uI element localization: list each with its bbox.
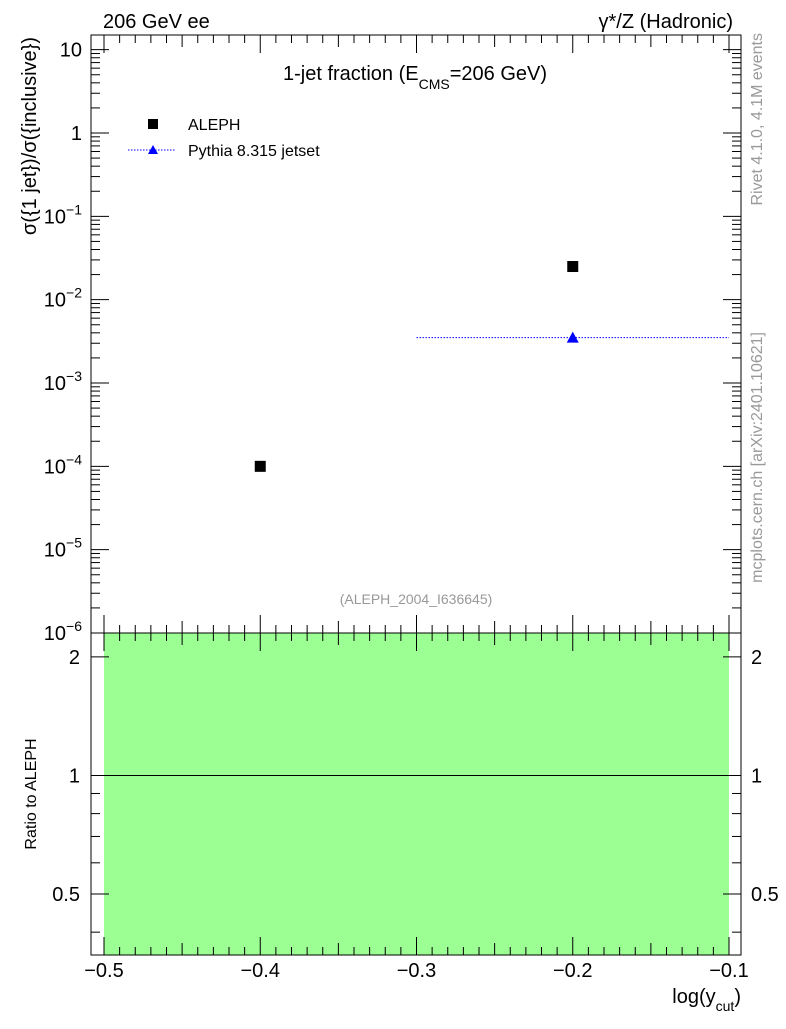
y-tick-label-exponent: −1 — [66, 201, 82, 217]
x-tick-label: −0.2 — [553, 960, 592, 982]
x-tick-label: −0.3 — [397, 960, 436, 982]
y-tick-label-exponent: −5 — [66, 535, 82, 551]
y-tick-label: 10−3 — [44, 368, 82, 395]
analysis-watermark: (ALEPH_2004_I636645) — [340, 591, 493, 607]
y-tick-label-base: 10 — [44, 373, 66, 395]
ratio-y-tick-label-right: 1 — [751, 765, 762, 787]
ratio-y-tick-label: 2 — [69, 647, 80, 669]
y-tick-label-base: 10 — [44, 290, 66, 312]
y-tick-label: 10−1 — [44, 201, 82, 228]
aleph-data-point — [254, 460, 266, 472]
header-left: 206 GeV ee — [103, 11, 210, 33]
plot-title-end: =206 GeV) — [450, 63, 547, 85]
ratio-y-axis-label: Ratio to ALEPH — [23, 738, 40, 849]
y-tick-label-base: 10 — [44, 540, 66, 562]
legend-label-aleph: ALEPH — [188, 117, 240, 134]
x-axis-label-end: ) — [734, 986, 741, 1008]
x-axis-label: log(ycut) — [672, 986, 741, 1014]
y-tick-label-exponent: −4 — [66, 451, 82, 467]
ratio-y-tick-label: 1 — [69, 765, 80, 787]
x-axis-label-subscript: cut — [716, 998, 735, 1014]
y-tick-label: 10−6 — [44, 618, 82, 645]
y-tick-label-exponent: −2 — [66, 285, 82, 301]
y-tick-label-exponent: −3 — [66, 368, 82, 384]
header-right: γ*/Z (Hadronic) — [599, 11, 733, 33]
y-tick-label: 10−2 — [44, 285, 82, 312]
legend-label-pythia: Pythia 8.315 jetset — [188, 143, 320, 160]
y-tick-label: 10−5 — [44, 535, 82, 562]
legend-marker-aleph — [148, 119, 158, 129]
rivet-version-label: Rivet 4.1.0, 4.1M events — [749, 33, 766, 206]
y-tick-label-base: 1 — [71, 123, 82, 145]
plot-title-main: 1-jet fraction (E — [283, 63, 419, 85]
ratio-y-tick-label-right: 2 — [751, 647, 762, 669]
x-axis-label-main: log(y — [672, 986, 715, 1008]
ratio-y-tick-label: 0.5 — [52, 884, 80, 906]
x-tick-label: −0.5 — [84, 960, 123, 982]
y-tick-label: 10−4 — [44, 451, 82, 478]
y-tick-label-base: 10 — [60, 40, 82, 62]
y-tick-label-base: 10 — [44, 206, 66, 228]
x-tick-label: −0.1 — [709, 960, 748, 982]
x-tick-label: −0.4 — [241, 960, 280, 982]
legend-marker-pythia — [148, 145, 158, 154]
mcplots-label: mcplots.cern.ch [arXiv:2401.10621] — [749, 332, 766, 583]
y-tick-label-base: 10 — [44, 456, 66, 478]
y-tick-label: 1 — [71, 123, 82, 145]
y-tick-label-exponent: −6 — [66, 618, 82, 634]
aleph-data-point — [567, 261, 579, 273]
pythia-data-point — [566, 331, 579, 343]
y-tick-label-base: 10 — [44, 623, 66, 645]
y-tick-label: 10 — [60, 40, 82, 62]
y-axis-label: σ({1 jet})/σ({inclusive}) — [19, 37, 41, 235]
plot-title-subscript: CMS — [419, 76, 450, 92]
legend: ALEPH Pythia 8.315 jetset — [128, 117, 320, 160]
ratio-y-tick-label-right: 0.5 — [751, 884, 779, 906]
ratio-uncertainty-band — [104, 633, 729, 955]
plot-title: 1-jet fraction (ECMS=206 GeV) — [283, 63, 547, 92]
